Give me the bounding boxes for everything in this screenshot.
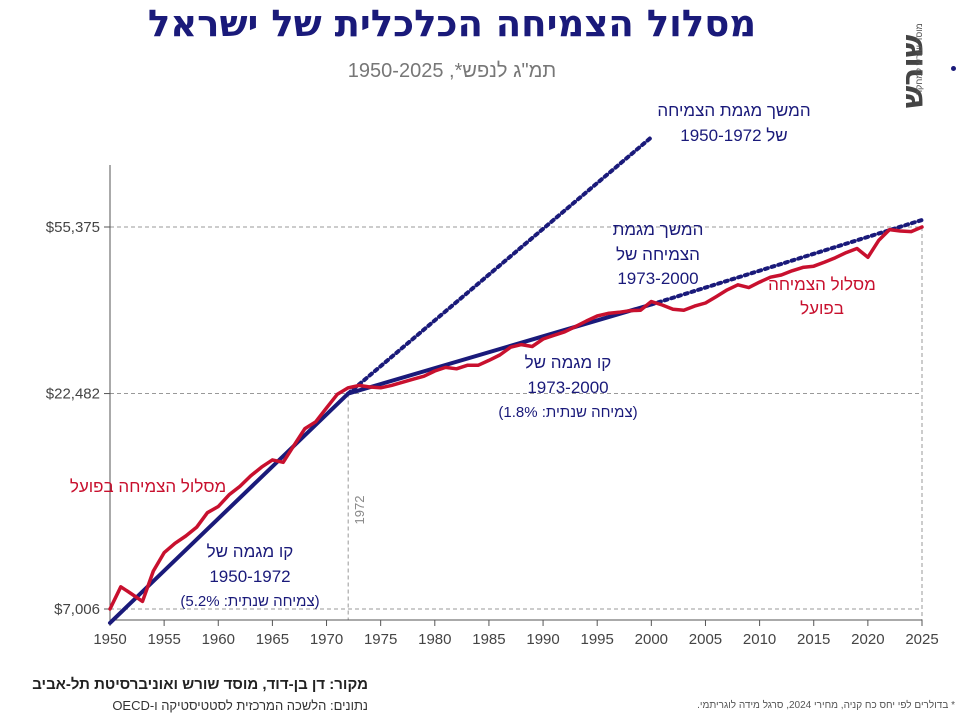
- annotation-cont2-line1: המשך מגמת: [613, 220, 704, 239]
- series-trend-1950-1972-continuation: [346, 135, 654, 396]
- annotation-cont2-line2: הצמיחה של: [616, 245, 700, 264]
- x-tick-label: 2005: [689, 631, 722, 648]
- x-tick-label: 1995: [581, 631, 614, 648]
- annotation-cont1-line2: של 1950-1972: [680, 126, 787, 145]
- x-tick-label: 1975: [364, 631, 397, 648]
- footer-data-sources: נתונים: הלשכה המרכזית לסטטיסטיקה ו-OECD: [112, 698, 368, 713]
- y-axis-ticks: $7,006 $22,482 $55,375: [46, 219, 110, 618]
- chart-annotations: מסלול הצמיחה בפועל מסלול הצמיחה בפועל קו…: [70, 101, 876, 610]
- chart-grid: [110, 226, 923, 620]
- series-actual-growth: [108, 225, 924, 611]
- vline-1972-label: 1972: [352, 496, 367, 525]
- series-trend-1973-2000-continuation: [649, 218, 924, 307]
- y-tick-label: $7,006: [54, 601, 100, 618]
- y-tick-label: $22,482: [46, 386, 100, 403]
- annotation-trend2-line1: קו מגמה של: [525, 353, 612, 372]
- chart-axes: [109, 165, 922, 621]
- annotation-cont1-line1: המשך מגמת הצמיחה: [657, 101, 810, 120]
- annotation-trend2-line2: 1973-2000: [527, 378, 608, 397]
- logo-dot: [951, 66, 956, 71]
- chart-subtitle: תמ"ג לנפש*, 1950-2025: [347, 60, 557, 82]
- x-tick-label: 2015: [797, 631, 830, 648]
- x-tick-label: 1950: [93, 631, 126, 648]
- footer-source: מקור: דן בן-דוד, מוסד שורש ואוניברסיטת ת…: [32, 676, 368, 693]
- x-axis-ticks: 1950 1955 1960 1965 1970 1975 1980 1985 1990 1995…: [93, 620, 939, 648]
- annotation-trend1-line2: 1950-1972: [209, 567, 290, 586]
- chart-title: מסלול הצמיחה הכלכלית של ישראל: [147, 2, 757, 45]
- annotation-trend2-line3: (צמיחה שנתית: 1.8%): [498, 404, 637, 421]
- x-tick-label: 2000: [635, 631, 668, 648]
- x-tick-label: 2020: [851, 631, 884, 648]
- x-tick-label: 1965: [256, 631, 289, 648]
- chart: 1950 1955 1960 1965 1970 1975 1980 1985 1990 1995…: [46, 101, 939, 648]
- annotation-trend1-line1: קו מגמה של: [207, 542, 294, 561]
- y-tick-label: $55,375: [46, 219, 100, 236]
- x-tick-label: 1960: [202, 631, 235, 648]
- logo: שורש מוסד שורש למחקר: [896, 4, 956, 116]
- x-tick-label: 1980: [418, 631, 451, 648]
- x-tick-label: 1990: [526, 631, 559, 648]
- annotation-cont2-line3: 1973-2000: [617, 269, 698, 288]
- x-tick-label: 1955: [147, 631, 180, 648]
- series-trend-1973-2000: [346, 302, 654, 396]
- x-tick-label: 2025: [905, 631, 938, 648]
- annotation-trend1-line3: (צמיחה שנתית: 5.2%): [180, 593, 319, 610]
- annotation-actual-right-2: בפועל: [800, 299, 844, 318]
- x-tick-label: 1985: [472, 631, 505, 648]
- annotation-actual-right-1: מסלול הצמיחה: [768, 275, 876, 294]
- x-tick-label: 2010: [743, 631, 776, 648]
- annotation-actual-left: מסלול הצמיחה בפועל: [70, 477, 226, 496]
- chart-lines: [108, 135, 924, 625]
- footer-note: * בדולרים לפי יחס כח קניה, מחירי 2024, ס…: [697, 700, 955, 711]
- x-tick-label: 1970: [310, 631, 343, 648]
